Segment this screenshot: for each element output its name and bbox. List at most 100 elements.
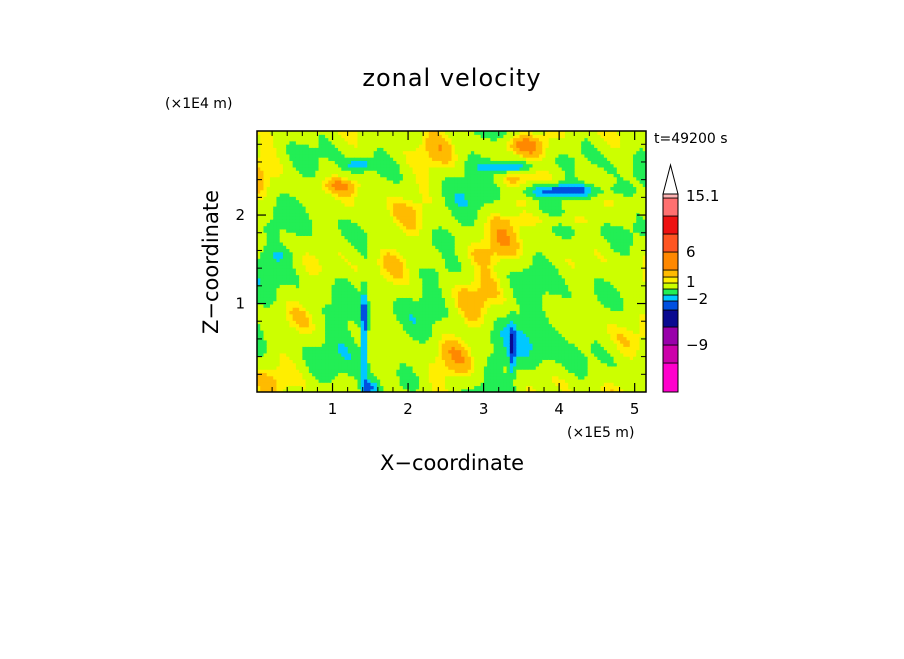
contour-cell [380,310,385,315]
contour-cell [338,222,342,227]
contour-cell [338,382,342,387]
contour-cell [360,281,365,285]
contour-cell [276,375,281,380]
contour-cell [415,215,420,220]
contour-cell [422,170,427,175]
contour-cell [383,248,388,253]
contour-cell [412,209,417,214]
contour-cell [376,160,381,165]
contour-cell [269,166,274,171]
contour-cell [263,202,268,207]
contour-cell [321,330,326,334]
contour-cell [263,290,268,295]
contour-cell [344,333,349,338]
contour-cell [396,254,401,259]
contour-cell [331,238,336,243]
contour-cell [438,352,443,357]
contour-cell [276,183,281,188]
contour-cell [457,372,462,377]
contour-cell [360,160,365,165]
contour-cell [415,300,420,305]
contour-cell [308,144,313,148]
contour-cell [295,300,300,305]
contour-cell [292,140,297,145]
contour-cell [415,192,420,197]
contour-cell [370,281,375,285]
y-scale-note: (×1E4 m) [165,96,232,112]
contour-cell [396,192,401,197]
contour-cell [425,228,430,233]
contour-cell [412,326,417,331]
contour-cell [412,254,417,259]
contour-cell [286,349,291,354]
contour-cell [380,160,385,165]
contour-cell [344,264,349,269]
contour-cell [438,284,443,289]
contour-cell [402,251,407,256]
contour-cell [315,297,320,302]
contour-cell [380,297,385,302]
contour-cell [409,274,414,279]
contour-cell [376,268,381,272]
contour-cell [422,209,427,214]
contour-cell [419,222,423,227]
contour-cell [344,388,349,392]
contour-cell [351,290,355,295]
contour-cell [289,333,294,338]
contour-cell [396,196,401,201]
contour-cell [286,336,291,341]
contour-cell [282,372,287,377]
contour-cell [386,196,391,201]
contour-cell [282,166,287,171]
contour-cell [406,222,410,227]
contour-cell [386,356,391,360]
contour-cell [292,235,297,240]
contour-cell [269,241,274,246]
contour-cell [325,173,329,178]
contour-cell [415,186,420,191]
contour-cell [419,215,423,220]
contour-cell [422,310,427,315]
contour-cell [360,352,365,357]
contour-cell [438,222,443,227]
contour-cell [406,313,410,318]
contour-cell [406,281,410,285]
contour-cell [305,157,310,161]
contour-cell [448,313,453,318]
contour-cell [422,343,427,347]
contour-cell [354,326,359,331]
contour-cell [428,326,433,331]
contour-cell [279,349,284,354]
contour-cell [376,320,381,325]
contour-cell [266,326,271,331]
contour-cell [318,264,323,269]
contour-cell [367,232,372,236]
contour-cell [393,170,397,175]
contour-cell [289,300,294,305]
contour-cell [338,378,342,383]
contour-cell [282,356,287,360]
contour-cell [425,241,430,246]
contour-cell [373,307,378,312]
contour-cell [286,160,291,165]
contour-cell [451,189,456,194]
contour-cell [441,166,446,171]
contour-cell [321,196,326,201]
contour-cell [308,170,313,175]
contour-cell [260,228,265,233]
contour-cell [419,330,423,334]
contour-cell [302,388,307,392]
contour-cell [432,339,436,344]
contour-cell [308,323,313,328]
contour-cell [445,245,449,250]
contour-cell [276,382,281,387]
contour-cell [334,176,339,181]
contour-cell [269,140,274,145]
contour-cell [422,330,427,334]
contour-cell [425,199,430,204]
contour-cell [305,343,310,347]
contour-cell [451,160,456,165]
contour-cell [341,137,346,142]
contour-cell [363,385,368,390]
contour-cell [380,323,385,328]
